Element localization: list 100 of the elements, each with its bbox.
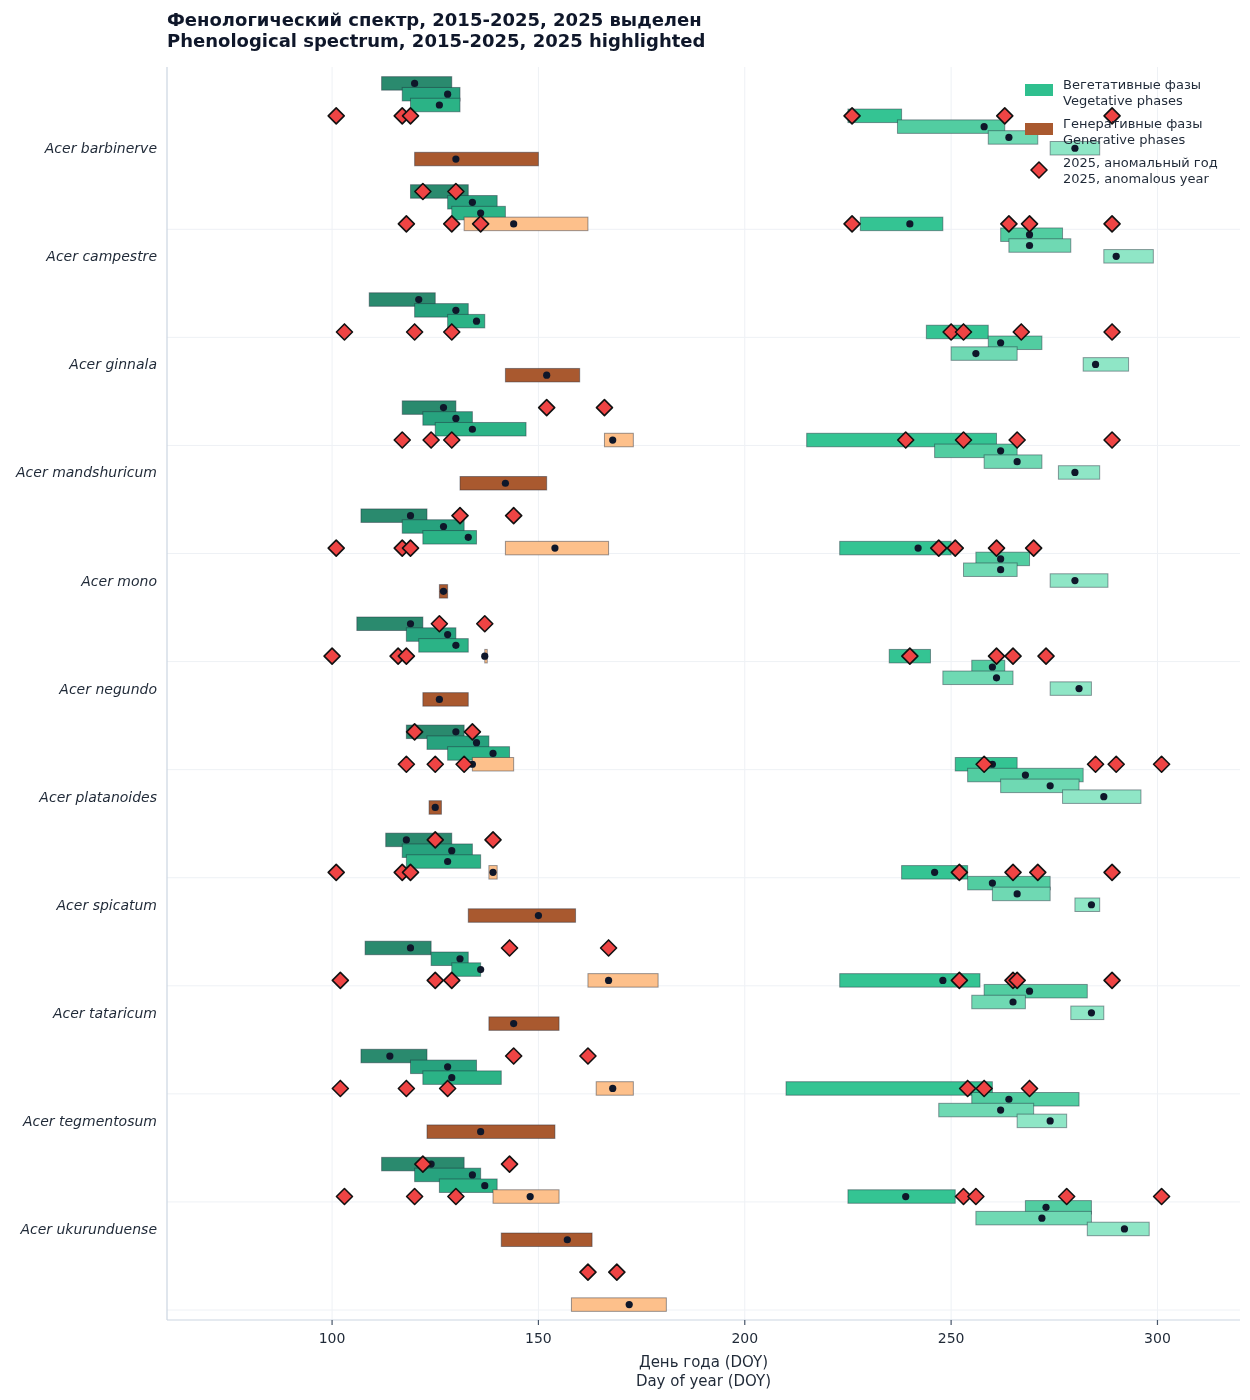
point	[929, 539, 948, 557]
x-tick-label: 300	[1144, 1330, 1171, 1346]
point	[331, 1079, 350, 1098]
point	[950, 863, 969, 882]
point	[335, 323, 354, 341]
y-tick-label: Acer platanoides	[38, 788, 157, 805]
point	[958, 1079, 977, 1098]
point	[1020, 1079, 1039, 1098]
point	[609, 436, 617, 444]
point	[901, 647, 919, 665]
point	[405, 1187, 424, 1206]
y-tick-label: Acer spicatum	[55, 896, 157, 913]
point	[1000, 215, 1018, 233]
point	[335, 1187, 354, 1206]
point	[510, 220, 518, 228]
point	[1012, 323, 1031, 341]
point	[954, 323, 973, 341]
point	[543, 371, 551, 379]
bar	[1049, 681, 1092, 696]
y-tick-label: Acer tegmentosum	[21, 1112, 157, 1129]
point	[442, 431, 461, 449]
legend-label: 2025, аномальный год 2025, anomalous year	[1063, 155, 1218, 186]
point	[463, 723, 482, 741]
y-tick-label: Acer ginnala	[68, 356, 157, 373]
point	[954, 431, 973, 449]
bar	[1070, 1005, 1105, 1021]
point	[537, 398, 556, 417]
point	[504, 506, 523, 525]
point	[625, 1301, 633, 1309]
point	[397, 1079, 416, 1098]
point	[405, 723, 424, 741]
point	[397, 647, 416, 665]
y-tick-label: Acer mandshuricum	[15, 464, 157, 481]
point	[405, 323, 424, 341]
point	[1008, 971, 1026, 990]
chart-title: Фенологический спектр, 2015-2025, 2025 выделен Phenological spectrum, 2015-2025, 2025 highlighted	[167, 9, 706, 51]
point	[442, 323, 461, 341]
point	[595, 398, 614, 417]
bar	[1082, 357, 1130, 372]
point	[1057, 1187, 1076, 1206]
point	[1020, 215, 1039, 233]
point	[896, 431, 915, 449]
point	[1103, 863, 1121, 882]
point	[475, 614, 494, 633]
point	[327, 863, 345, 882]
point	[430, 614, 449, 633]
bar	[414, 151, 539, 167]
point	[327, 107, 345, 125]
point	[987, 647, 1006, 665]
point	[967, 1187, 985, 1206]
bar	[504, 367, 581, 383]
bar	[847, 1189, 956, 1204]
point	[500, 1155, 519, 1173]
point	[995, 107, 1014, 125]
point	[1004, 647, 1022, 665]
point	[435, 695, 443, 703]
y-tick-label: Acer negundo	[58, 680, 157, 697]
point	[563, 1236, 571, 1244]
x-tick-label: 150	[525, 1330, 552, 1346]
bar	[467, 908, 577, 923]
bar	[459, 476, 548, 491]
point	[455, 755, 473, 774]
y-tick-label: Acer mono	[80, 572, 157, 589]
point	[501, 479, 510, 487]
point	[481, 652, 489, 660]
point	[401, 107, 420, 125]
point	[447, 1187, 465, 1206]
bar	[1057, 465, 1101, 480]
legend-entry: 2025, аномальный год 2025, anomalous year	[1030, 155, 1218, 186]
point	[438, 1079, 457, 1098]
point	[1024, 539, 1043, 557]
legend-entry: Вегетативные фазы Vegetative phases	[1025, 77, 1202, 108]
x-tick-label: 200	[731, 1330, 759, 1346]
y-tick-label: Acer campestre	[45, 248, 157, 265]
point	[414, 1155, 432, 1173]
point	[579, 1047, 597, 1065]
point	[401, 863, 420, 882]
y-tick-label: Acer ukurunduense	[19, 1220, 157, 1237]
point	[1107, 755, 1125, 774]
point	[1008, 431, 1026, 449]
point	[510, 1020, 518, 1028]
point	[471, 215, 490, 233]
point	[946, 539, 965, 557]
bar	[1103, 249, 1154, 264]
point	[442, 215, 461, 233]
bar	[426, 1124, 556, 1139]
point	[526, 1192, 534, 1201]
x-axis-title: День года (DOY) Day of year (DOY)	[635, 1353, 772, 1390]
bar	[570, 1297, 667, 1312]
point	[843, 107, 861, 125]
point	[447, 182, 465, 201]
point	[1004, 863, 1022, 882]
x-tick-label: 250	[937, 1330, 965, 1346]
x-tick-label: 100	[318, 1330, 346, 1346]
point	[987, 539, 1006, 557]
point	[1152, 755, 1171, 774]
point	[609, 1084, 617, 1093]
point	[442, 971, 461, 990]
point	[451, 506, 469, 525]
point	[975, 1079, 993, 1098]
